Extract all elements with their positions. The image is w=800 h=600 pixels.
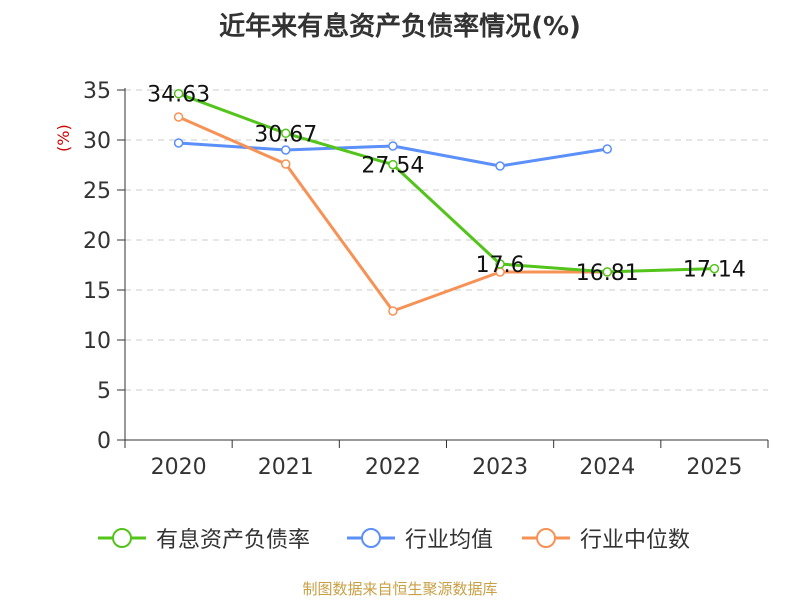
x-tick-label: 2022: [365, 455, 421, 480]
data-point: [495, 259, 505, 269]
legend-label: 行业中位数: [580, 528, 691, 553]
chart-title: 近年来有息资产负债率情况(%): [219, 12, 581, 42]
legend-label: 有息资产负债率: [156, 528, 311, 553]
data-label: 16.81: [576, 261, 639, 286]
legend-line-circle-icon: [98, 528, 146, 548]
data-label: 34.63: [147, 83, 210, 108]
data-point: [602, 267, 612, 277]
y-tick-label: 5: [97, 379, 111, 404]
data-point: [281, 159, 291, 169]
y-tick-label: 35: [83, 79, 111, 104]
data-point: [495, 161, 505, 171]
y-tick-label: 20: [83, 229, 111, 254]
data-label: 17.14: [683, 258, 746, 283]
x-tick-label: 2020: [151, 455, 207, 480]
legend-item[interactable]: 行业中位数: [520, 518, 690, 558]
data-point: [173, 138, 184, 148]
y-tick-label: 0: [97, 429, 111, 454]
data-point: [281, 145, 291, 155]
series-lines: [173, 88, 720, 316]
legend-line-circle-icon: [347, 528, 395, 548]
legend-item[interactable]: 有息资产负债率: [96, 518, 310, 558]
source-note: 制图数据来自恒生聚源数据库: [302, 580, 498, 598]
data-point: [281, 128, 291, 139]
legend-label: 行业均值: [405, 528, 494, 553]
data-label: 27.54: [361, 154, 424, 179]
x-tick-label: 2023: [472, 455, 528, 480]
data-point: [388, 306, 398, 316]
y-tick-label: 10: [83, 329, 111, 354]
legend-item[interactable]: 行业均值: [345, 518, 493, 558]
data-labels: 34.63 30.67 27.54 17.6 16.81 17.14: [147, 83, 746, 286]
data-label: 30.67: [254, 122, 317, 147]
x-tick-label: 2024: [579, 455, 635, 480]
legend: 有息资产负债率 行业均值 行业中位数: [0, 518, 800, 558]
x-tick-label: 2021: [258, 455, 314, 480]
data-point: [388, 141, 398, 151]
y-tick-label: 25: [83, 179, 111, 204]
data-point: [709, 263, 720, 274]
data-label: 17.6: [476, 253, 525, 278]
y-tick-label: 15: [83, 279, 111, 304]
series-line: [178, 92, 715, 274]
data-point: [173, 112, 184, 122]
data-point: [388, 159, 398, 170]
data-point: [173, 88, 184, 99]
data-point: [602, 144, 612, 154]
y-tick-label: 30: [83, 129, 111, 154]
legend-line-circle-icon: [522, 528, 570, 548]
x-tick-label: 2025: [686, 455, 742, 480]
